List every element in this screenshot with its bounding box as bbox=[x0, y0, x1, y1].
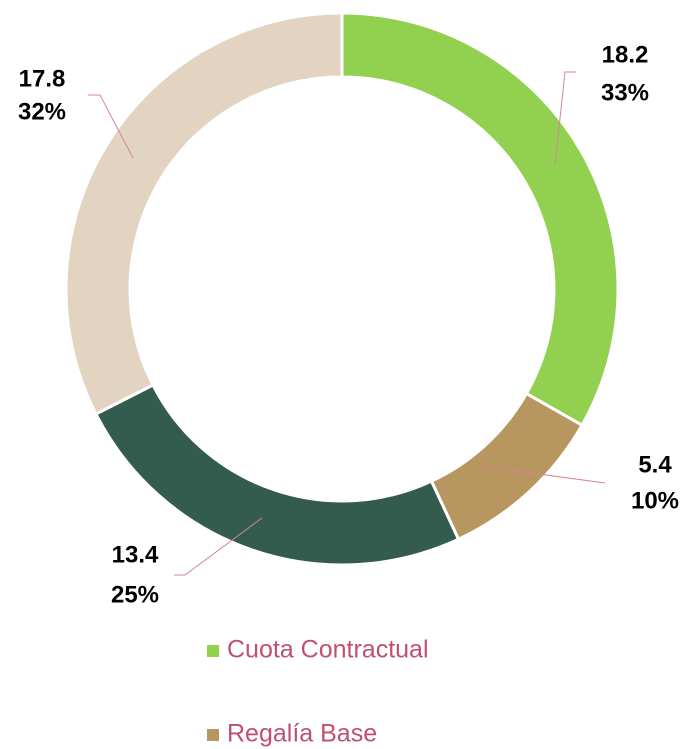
legend-swatch bbox=[207, 645, 219, 657]
percent-label: 33% bbox=[601, 79, 649, 106]
leader-line bbox=[479, 465, 606, 484]
percent-label: 32% bbox=[18, 98, 66, 125]
percent-label: 25% bbox=[111, 581, 159, 608]
data-label: 5.4 bbox=[638, 451, 672, 478]
donut-segment bbox=[429, 391, 585, 542]
legend-label: Regalía Base bbox=[227, 720, 377, 748]
leader-line bbox=[554, 71, 576, 166]
data-label: 17.8 bbox=[19, 65, 66, 92]
leader-line bbox=[88, 94, 134, 159]
data-label: 13.4 bbox=[112, 541, 159, 568]
legend-label: Cuota Contractual bbox=[227, 636, 429, 664]
percent-label: 10% bbox=[631, 487, 679, 514]
donut-segment bbox=[93, 383, 461, 567]
donut-segment bbox=[340, 11, 620, 428]
data-label: 18.2 bbox=[602, 41, 649, 68]
leader-line bbox=[174, 517, 263, 576]
donut-segment bbox=[64, 11, 344, 417]
legend-swatch bbox=[207, 729, 219, 741]
